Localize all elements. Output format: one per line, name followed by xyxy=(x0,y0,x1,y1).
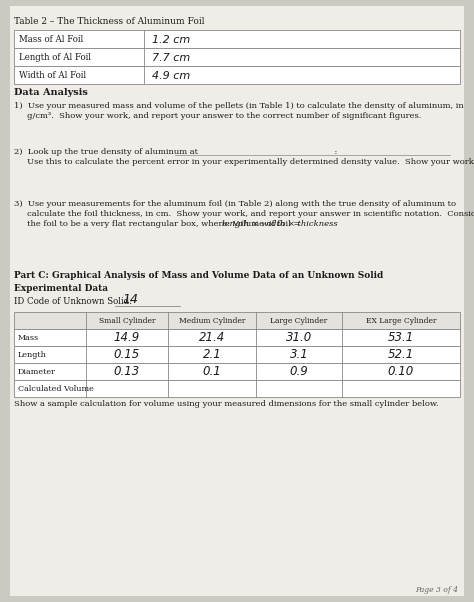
Text: 14.9: 14.9 xyxy=(114,331,140,344)
Bar xyxy=(14,346,460,363)
Bar xyxy=(14,312,460,329)
Text: 0.10: 0.10 xyxy=(388,365,414,378)
Text: Mass: Mass xyxy=(18,334,39,342)
Text: Data Analysis: Data Analysis xyxy=(14,88,88,97)
Bar xyxy=(14,380,460,397)
Text: 21.4: 21.4 xyxy=(199,331,225,344)
Text: Page 3 of 4: Page 3 of 4 xyxy=(415,586,458,594)
Text: 0.9: 0.9 xyxy=(290,365,309,378)
Bar xyxy=(14,66,460,84)
Text: 14: 14 xyxy=(122,293,138,306)
Text: Experimental Data: Experimental Data xyxy=(14,284,108,293)
Text: 0.13: 0.13 xyxy=(114,365,140,378)
Text: Use this to calculate the percent error in your experimentally determined densit: Use this to calculate the percent error … xyxy=(14,158,474,166)
Text: 7.7 cm: 7.7 cm xyxy=(152,53,190,63)
Text: Table 2 – The Thickness of Aluminum Foil: Table 2 – The Thickness of Aluminum Foil xyxy=(14,17,204,26)
Text: Part C: Graphical Analysis of Mass and Volume Data of an Unknown Solid: Part C: Graphical Analysis of Mass and V… xyxy=(14,271,383,280)
Text: 0.1: 0.1 xyxy=(202,365,221,378)
Text: 1)  Use your measured mass and volume of the pellets (in Table 1) to calculate t: 1) Use your measured mass and volume of … xyxy=(14,102,464,110)
Text: 4.9 cm: 4.9 cm xyxy=(152,71,190,81)
Bar xyxy=(14,48,460,66)
Text: length × width × thickness: length × width × thickness xyxy=(222,220,337,228)
Text: calculate the foil thickness, in cm.  Show your work, and report your answer in : calculate the foil thickness, in cm. Sho… xyxy=(14,210,474,218)
Text: the foil to be a very flat rectangular box, where: Volume of foil =: the foil to be a very flat rectangular b… xyxy=(14,220,303,228)
Text: Calculated Volume: Calculated Volume xyxy=(18,385,94,393)
Text: ID Code of Unknown Solid:: ID Code of Unknown Solid: xyxy=(14,297,137,306)
Bar xyxy=(14,363,460,380)
Text: 53.1: 53.1 xyxy=(388,331,414,344)
Text: Length: Length xyxy=(18,351,47,359)
Text: 1.2 cm: 1.2 cm xyxy=(152,35,190,45)
Text: Medium Cylinder: Medium Cylinder xyxy=(179,317,245,325)
Text: 31.0: 31.0 xyxy=(286,331,312,344)
Text: 3)  Use your measurements for the aluminum foil (in Table 2) along with the true: 3) Use your measurements for the aluminu… xyxy=(14,200,456,208)
Text: 52.1: 52.1 xyxy=(388,348,414,361)
Text: 3.1: 3.1 xyxy=(290,348,309,361)
Text: Small Cylinder: Small Cylinder xyxy=(99,317,155,325)
Text: Length of Al Foil: Length of Al Foil xyxy=(19,53,91,62)
Text: g/cm³.  Show your work, and report your answer to the correct number of signific: g/cm³. Show your work, and report your a… xyxy=(14,112,421,120)
Text: Diameter: Diameter xyxy=(18,368,56,376)
Text: 2.1: 2.1 xyxy=(202,348,221,361)
Text: 0.15: 0.15 xyxy=(114,348,140,361)
Text: 2)  Look up the true density of aluminum at                                     : 2) Look up the true density of aluminum … xyxy=(14,148,337,156)
Text: Mass of Al Foil: Mass of Al Foil xyxy=(19,35,83,44)
Bar xyxy=(14,329,460,346)
Text: Show a sample calculation for volume using your measured dimensions for the smal: Show a sample calculation for volume usi… xyxy=(14,400,438,408)
Text: Width of Al Foil: Width of Al Foil xyxy=(19,71,86,80)
Text: Large Cylinder: Large Cylinder xyxy=(270,317,328,325)
Text: EX Large Cylinder: EX Large Cylinder xyxy=(366,317,436,325)
Bar xyxy=(14,30,460,48)
